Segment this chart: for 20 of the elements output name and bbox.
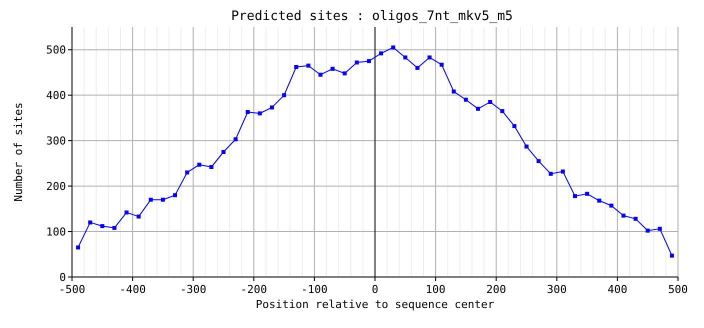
- x-tick-label: -200: [240, 283, 268, 296]
- chart-title: Predicted sites : oligos_7nt_mkv5_m5: [231, 9, 513, 24]
- x-tick-label: 400: [607, 283, 628, 296]
- y-tick-label: 0: [59, 271, 66, 284]
- x-tick-label: 100: [426, 283, 446, 296]
- x-tick-label: 500: [668, 283, 688, 296]
- x-tick-label: 200: [486, 283, 506, 296]
- x-axis-title: Position relative to sequence center: [256, 298, 495, 311]
- x-tick-label: -400: [119, 283, 146, 296]
- y-axis-title: Number of sites: [12, 102, 25, 202]
- x-tick-label: -100: [301, 283, 328, 296]
- y-tick-label: 200: [46, 180, 66, 194]
- x-tick-label: -300: [180, 283, 206, 296]
- x-tick-label: 0: [372, 283, 378, 296]
- y-tick-label: 500: [46, 44, 66, 57]
- x-tick-label: 300: [546, 283, 567, 296]
- y-tick-label: 100: [46, 226, 66, 239]
- x-tick-label: -500: [58, 283, 86, 296]
- y-tick-label: 400: [46, 89, 66, 102]
- y-tick-label: 300: [46, 134, 66, 148]
